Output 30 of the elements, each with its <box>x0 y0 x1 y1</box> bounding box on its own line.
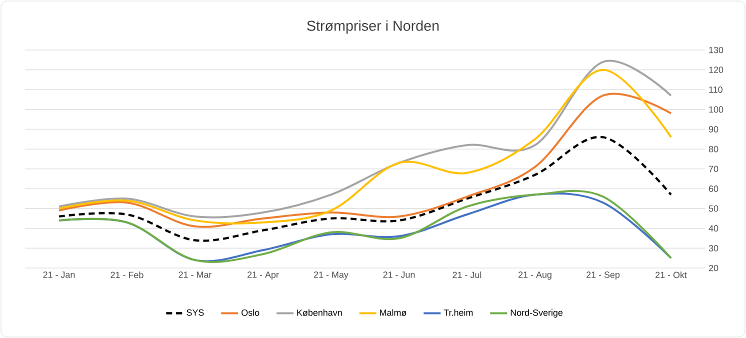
legend-label: Tr.heim <box>444 309 473 316</box>
y-tick-label: 90 <box>708 126 718 132</box>
legend-label: Oslo <box>242 309 260 316</box>
y-tick-label: 50 <box>708 205 718 212</box>
x-tick-label: 21 - Aug <box>518 272 552 280</box>
line-series <box>58 136 672 242</box>
x-tick-label: 21 - Apr <box>248 272 279 280</box>
chart-title: Strømpriser i Norden <box>307 20 439 34</box>
x-tick-label: 21 - Mar <box>178 272 212 278</box>
y-tick-label: 60 <box>708 186 718 192</box>
y-tick-label: 70 <box>708 166 718 172</box>
y-tick-label: 20 <box>708 264 718 272</box>
y-tick-label: 120 <box>709 66 724 73</box>
legend-label: Malmø <box>380 309 406 316</box>
legend-label: Nord-Sverige <box>510 309 563 318</box>
x-tick-label: 21 - Jan <box>43 272 75 278</box>
y-tick-label: 100 <box>709 106 724 113</box>
x-tick-label: 21 - Sep <box>586 272 620 280</box>
legend-label: SYS <box>186 309 204 316</box>
legend-label: København <box>297 309 342 316</box>
y-tick-label: 40 <box>708 225 718 232</box>
y-tick-label: 30 <box>708 245 718 252</box>
x-tick-label: 21 - Feb <box>110 272 144 278</box>
y-tick-label: 80 <box>708 146 718 152</box>
y-tick-label: 130 <box>709 46 724 54</box>
x-tick-label: 21 - Jun <box>383 272 415 278</box>
x-tick-label: 21 - May <box>314 272 348 280</box>
x-tick-label: 21 - Okt <box>656 272 687 278</box>
y-tick-label: 110 <box>709 86 722 93</box>
x-tick-label: 21 - Jul <box>452 272 482 278</box>
